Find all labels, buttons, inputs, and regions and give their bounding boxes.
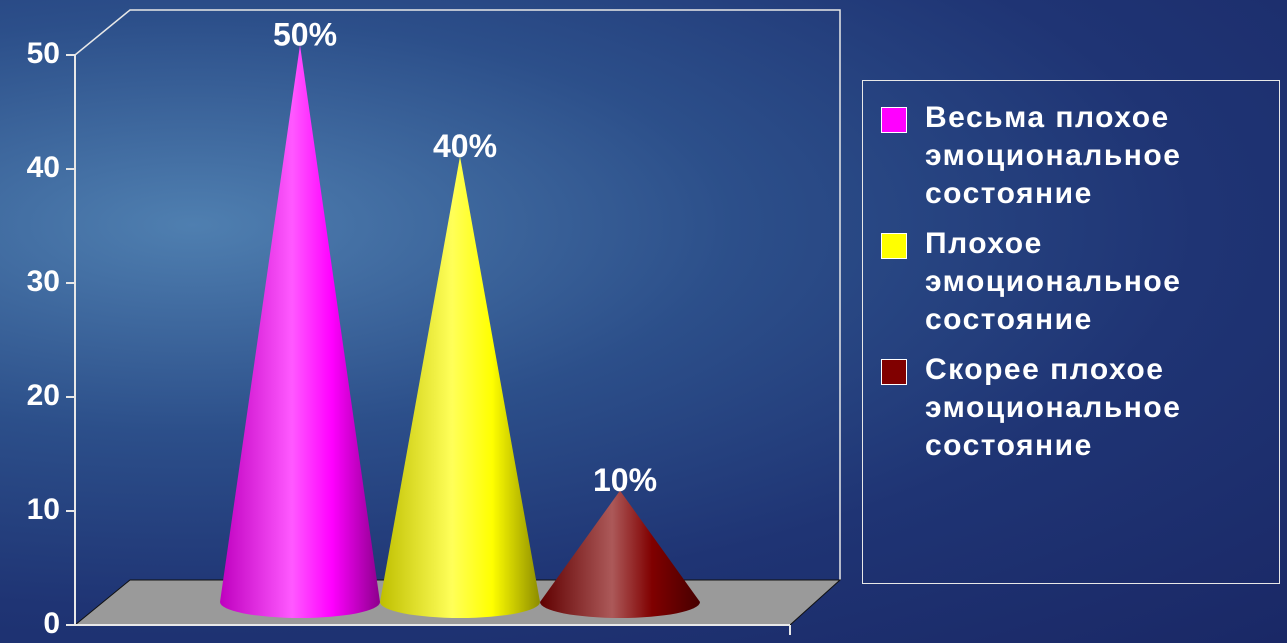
cone bbox=[540, 490, 700, 618]
legend: Весьма плохое эмоциональное состояние Пло… bbox=[862, 80, 1280, 584]
legend-swatch bbox=[881, 233, 907, 259]
legend-item: Плохое эмоциональное состояние bbox=[881, 225, 1279, 339]
data-label: 50% bbox=[273, 16, 337, 52]
cone bbox=[380, 156, 540, 618]
legend-label: Весьма плохое эмоциональное состояние bbox=[925, 101, 1182, 210]
legend-label: Скорее плохое эмоциональное состояние bbox=[925, 353, 1182, 462]
y-tick-label: 30 bbox=[27, 265, 60, 298]
y-tick-label: 0 bbox=[43, 607, 60, 640]
legend-item: Весьма плохое эмоциональное состояние bbox=[881, 99, 1279, 213]
data-label: 10% bbox=[593, 462, 657, 498]
data-label: 40% bbox=[433, 128, 497, 164]
y-tick-label: 40 bbox=[27, 151, 60, 184]
y-tick-label: 50 bbox=[27, 37, 60, 70]
cone bbox=[220, 45, 380, 618]
legend-swatch bbox=[881, 107, 907, 133]
legend-swatch bbox=[881, 359, 907, 385]
y-tick-label: 20 bbox=[27, 379, 60, 412]
legend-item: Скорее плохое эмоциональное состояние bbox=[881, 351, 1279, 465]
legend-label: Плохое эмоциональное состояние bbox=[925, 227, 1182, 336]
y-tick-label: 10 bbox=[27, 493, 60, 526]
walls bbox=[74, 9, 841, 580]
